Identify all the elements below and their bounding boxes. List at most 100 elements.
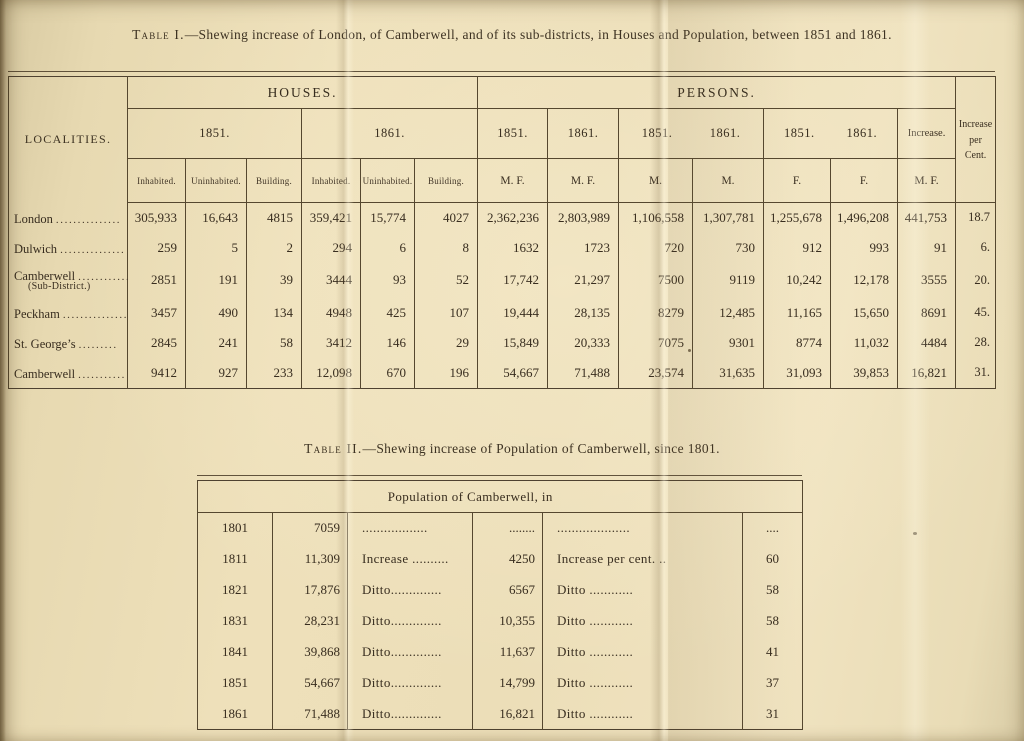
table-row: 1811 11,309 Increase .......... 4250 Increas… [197,543,804,575]
increase-header: Increase. [897,108,957,159]
table-cell: 7500 [618,262,694,298]
table-cell: 29 [413,327,479,358]
m-header: M. [692,158,765,203]
table-cell: 4250 [472,543,543,575]
table-row: London............... 305,933 16,643 4815 3… [8,202,997,233]
empty-header-cell [742,480,804,513]
localities-header: LOCALITIES. [8,76,128,203]
table-cell: 11,165 [763,297,832,328]
table1-title: Table I.—Shewing increase of London, of … [0,27,1024,43]
table-cell: 720 [618,232,694,263]
table-cell: 1831 [197,605,273,637]
table-cell: 9119 [692,262,765,298]
locality-name: St. George’s [14,336,76,351]
table-cell: 12,485 [692,297,765,328]
table-cell: 6567 [472,574,543,606]
table-cell: 58 [742,574,804,606]
m-header: M. [618,158,694,203]
table-cell: 4484 [897,327,957,358]
table-row: Peckham............... 3457 490 134 4948 425… [8,297,997,328]
table-cell: 196 [413,357,479,389]
table-cell: 5 [185,232,247,263]
locality-cell: St. George’s......... [8,327,128,358]
table-cell: 54,667 [477,357,549,389]
table-cell: 3555 [897,262,957,298]
table-cell: 18.7 [955,202,997,233]
table-cell: 912 [763,232,832,263]
table2-container: Population of Camberwell, in 1801 7059...… [196,475,804,730]
table-cell: 31,093 [763,357,832,389]
table-cell: 11,309 [272,543,348,575]
table-cell: 52 [413,262,479,298]
table-cell: .................... [541,512,744,544]
table-cell: 39 [246,262,302,298]
table-cell: 71,488 [272,698,348,730]
table-cell: .................. [347,512,473,544]
table-cell: 16,821 [897,357,957,389]
table-cell: 2,362,236 [477,202,549,233]
table-cell: 107 [413,297,479,328]
table-cell: 146 [360,327,415,358]
table-cell: 305,933 [127,202,186,233]
paper-speck [688,349,691,352]
table-cell: 441,753 [897,202,957,233]
table-cell: 39,868 [272,636,348,668]
increase-per-cent-line: Cent. [964,150,987,162]
table-cell: Increase .......... [347,543,473,575]
increase-per-cent-line: Increase [958,119,993,131]
table-cell: 6 [360,232,415,263]
table-cell: 41 [742,636,804,668]
table-cell: Ditto.............. [347,698,473,730]
table-cell: 54,667 [272,667,348,699]
table-cell: 4948 [301,297,361,328]
table-cell: 14,799 [472,667,543,699]
table-cell: 927 [185,357,247,389]
dot-leader: ............... [62,308,129,321]
building-header: Building. [413,158,479,203]
table-row: 1821 17,876 Ditto.............. 6567 Ditto .… [197,574,804,606]
table1-container: LOCALITIES. HOUSES. PERSONS. Increase per… [8,71,997,389]
locality-name: Camberwell [14,366,76,381]
table1-header: LOCALITIES. HOUSES. PERSONS. Increase per… [8,76,997,203]
table-cell: 37 [742,667,804,699]
table-row: 1831 28,231 Ditto.............. 10,355 Ditto… [197,605,804,637]
table-cell: 3444 [301,262,361,298]
table-cell: 233 [246,357,302,389]
locality-name: London [14,211,53,226]
table-cell: 15,849 [477,327,549,358]
table1-year-row: 1851. 1861. 1851. 1861. 1851. 1861. 1851.… [9,108,996,159]
table-cell: 17,742 [477,262,549,298]
table2-title: Table II.—Shewing increase of Population… [0,441,1024,457]
persons-m-years-header: 1851. 1861. [618,108,765,159]
mf-header: M. F. [897,158,957,203]
mf-header: M. F. [547,158,620,203]
table-cell: 71,488 [547,357,620,389]
table-1: LOCALITIES. HOUSES. PERSONS. Increase per… [8,76,997,389]
table-cell: Ditto ............ [541,667,744,699]
table-cell: 20. [955,262,997,298]
locality-subnote: (Sub-District.) [28,280,91,292]
table-cell: 1,255,678 [763,202,832,233]
table-cell: 10,355 [472,605,543,637]
table-cell: 8279 [618,297,694,328]
table-cell: 8774 [763,327,832,358]
table-cell: 1,496,208 [830,202,899,233]
table-cell: 670 [360,357,415,389]
table-cell: 3412 [301,327,361,358]
table-cell: 91 [897,232,957,263]
table-cell: 259 [127,232,186,263]
year-label: 1861. [846,126,878,140]
f-header: F. [763,158,832,203]
houses-1861-header: 1861. [300,108,479,159]
dot-leader: ......... [78,338,118,351]
table-cell: 16,643 [185,202,247,233]
locality-cell: Camberwell........... [8,357,128,389]
table-cell: 23,574 [618,357,694,389]
table-cell: 17,876 [272,574,348,606]
table1-subheader-row: Inhabited. Uninhabited. Building. Inhabi… [9,158,996,203]
year-label: 1851. [783,126,815,140]
persons-mf-1851-header: 1851. [477,108,549,159]
table-cell: 9301 [692,327,765,358]
table2-title-text: —Shewing increase of Population of Cambe… [362,441,720,456]
table-cell: Ditto.............. [347,636,473,668]
